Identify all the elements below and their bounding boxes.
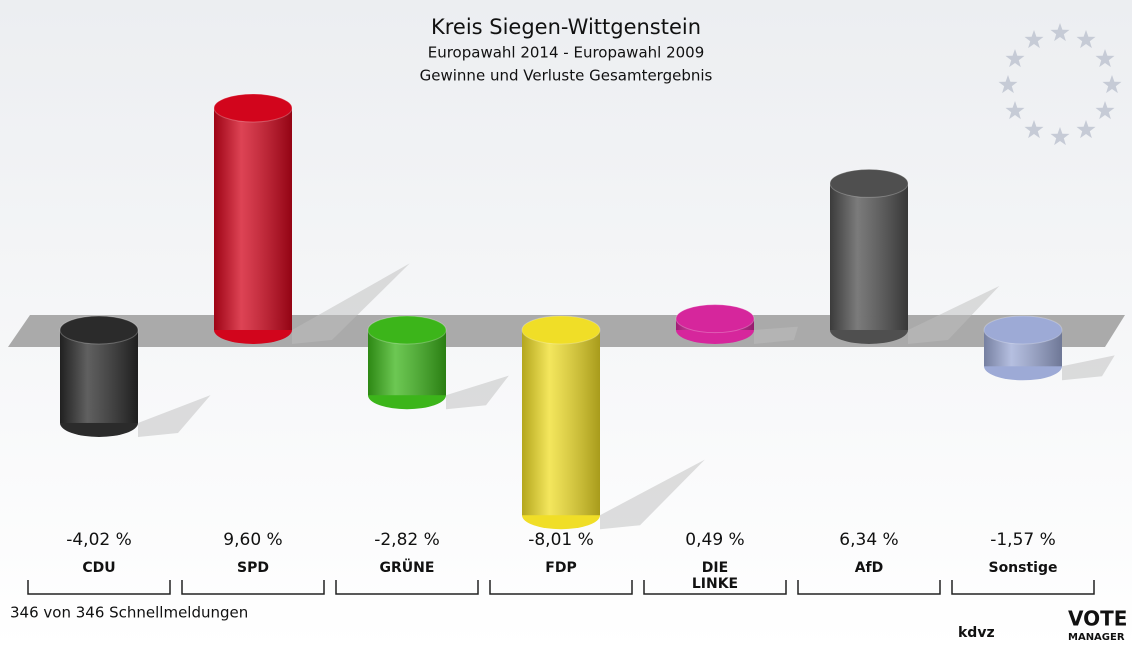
value-label: -4,02 % (66, 530, 132, 550)
logo-text: VOTE (1068, 607, 1127, 631)
value-label: 0,49 % (685, 530, 744, 550)
category-label: FDP (545, 560, 576, 576)
footnote: 346 von 346 Schnellmeldungen (10, 604, 248, 622)
value-label: 6,34 % (839, 530, 898, 550)
chart-subtitle: Europawahl 2014 - Europawahl 2009 (428, 44, 705, 62)
category-label: Sonstige (988, 560, 1057, 576)
value-label: -1,57 % (990, 530, 1056, 550)
chart-title: Kreis Siegen-Wittgenstein (431, 15, 701, 39)
bar-top (522, 316, 600, 344)
chart: Kreis Siegen-Wittgenstein Europawahl 201… (0, 0, 1132, 649)
chart-subtitle: Gewinne und Verluste Gesamtergebnis (420, 67, 713, 85)
bar-top (676, 305, 754, 333)
logo-text: kdvz (958, 625, 995, 641)
bar-top (830, 169, 908, 197)
category-label: CDU (82, 560, 115, 576)
bar-top (214, 94, 292, 122)
value-label: -2,82 % (374, 530, 440, 550)
category-label: GRÜNE (380, 558, 435, 576)
bar-top (984, 316, 1062, 344)
category-label: SPD (237, 560, 269, 576)
bar-shine (522, 330, 600, 515)
bar-shine (214, 108, 292, 330)
bar-top (60, 316, 138, 344)
value-label: 9,60 % (223, 530, 282, 550)
logo-text: MANAGER (1068, 632, 1125, 643)
value-label: -8,01 % (528, 530, 594, 550)
bar-shine (830, 183, 908, 330)
bar-top (368, 316, 446, 344)
category-label: AfD (855, 560, 884, 576)
